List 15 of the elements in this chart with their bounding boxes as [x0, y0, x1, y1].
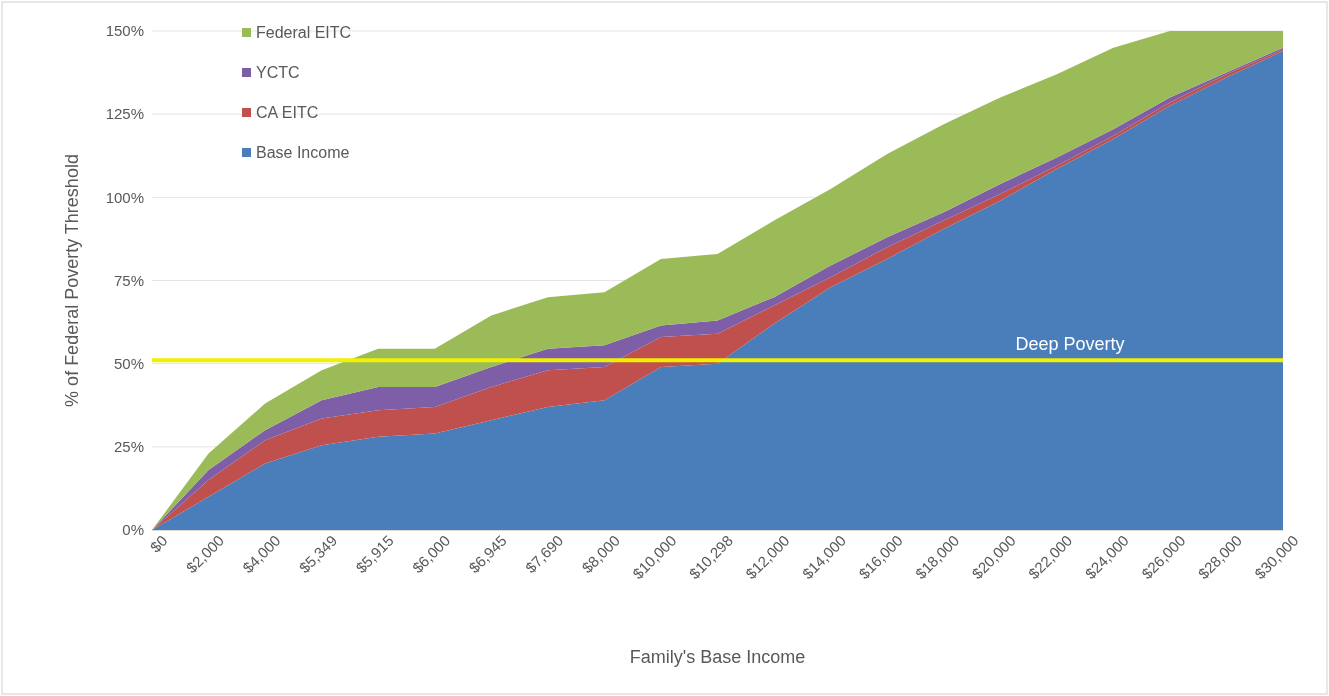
- y-tick-label: 75%: [113, 271, 144, 289]
- y-tick-label: 25%: [113, 438, 144, 456]
- ref-line-label: Deep Poverty: [1015, 334, 1125, 355]
- legend-label: Federal EITC: [256, 24, 352, 41]
- legend-label: Base Income: [256, 144, 350, 161]
- y-tick-label: 50%: [113, 354, 144, 372]
- y-tick-label: 150%: [105, 22, 144, 40]
- y-axis-title: % of Federal Poverty Threshold: [62, 154, 82, 407]
- y-tick-label: 100%: [105, 188, 144, 206]
- x-tick-label: $0: [146, 531, 171, 556]
- y-tick-label: 0%: [122, 521, 144, 539]
- legend-label: CA EITC: [256, 104, 319, 121]
- y-tick-label: 125%: [105, 105, 144, 123]
- legend-label: YCTC: [256, 64, 300, 81]
- x-axis-title: Family's Base Income: [629, 647, 806, 667]
